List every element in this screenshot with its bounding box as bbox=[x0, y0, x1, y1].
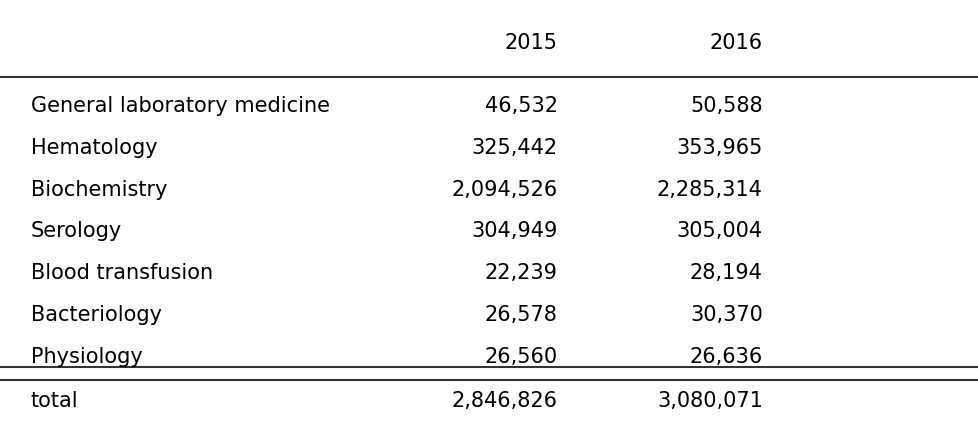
Text: 26,636: 26,636 bbox=[689, 347, 762, 367]
Text: 26,578: 26,578 bbox=[484, 305, 557, 325]
Text: 3,080,071: 3,080,071 bbox=[656, 391, 762, 411]
Text: Bacteriology: Bacteriology bbox=[30, 305, 161, 325]
Text: 30,370: 30,370 bbox=[689, 305, 762, 325]
Text: 2,094,526: 2,094,526 bbox=[451, 180, 557, 200]
Text: 26,560: 26,560 bbox=[484, 347, 557, 367]
Text: 46,532: 46,532 bbox=[484, 96, 557, 116]
Text: Hematology: Hematology bbox=[30, 138, 157, 158]
Text: 2015: 2015 bbox=[505, 33, 557, 53]
Text: Serology: Serology bbox=[30, 221, 122, 241]
Text: 2016: 2016 bbox=[709, 33, 762, 53]
Text: Physiology: Physiology bbox=[30, 347, 142, 367]
Text: Blood transfusion: Blood transfusion bbox=[30, 263, 212, 283]
Text: 28,194: 28,194 bbox=[689, 263, 762, 283]
Text: total: total bbox=[30, 391, 78, 411]
Text: 305,004: 305,004 bbox=[676, 221, 762, 241]
Text: General laboratory medicine: General laboratory medicine bbox=[30, 96, 330, 116]
Text: Biochemistry: Biochemistry bbox=[30, 180, 167, 200]
Text: 325,442: 325,442 bbox=[471, 138, 557, 158]
Text: 50,588: 50,588 bbox=[689, 96, 762, 116]
Text: 304,949: 304,949 bbox=[471, 221, 557, 241]
Text: 2,846,826: 2,846,826 bbox=[452, 391, 557, 411]
Text: 2,285,314: 2,285,314 bbox=[656, 180, 762, 200]
Text: 22,239: 22,239 bbox=[484, 263, 557, 283]
Text: 353,965: 353,965 bbox=[676, 138, 762, 158]
